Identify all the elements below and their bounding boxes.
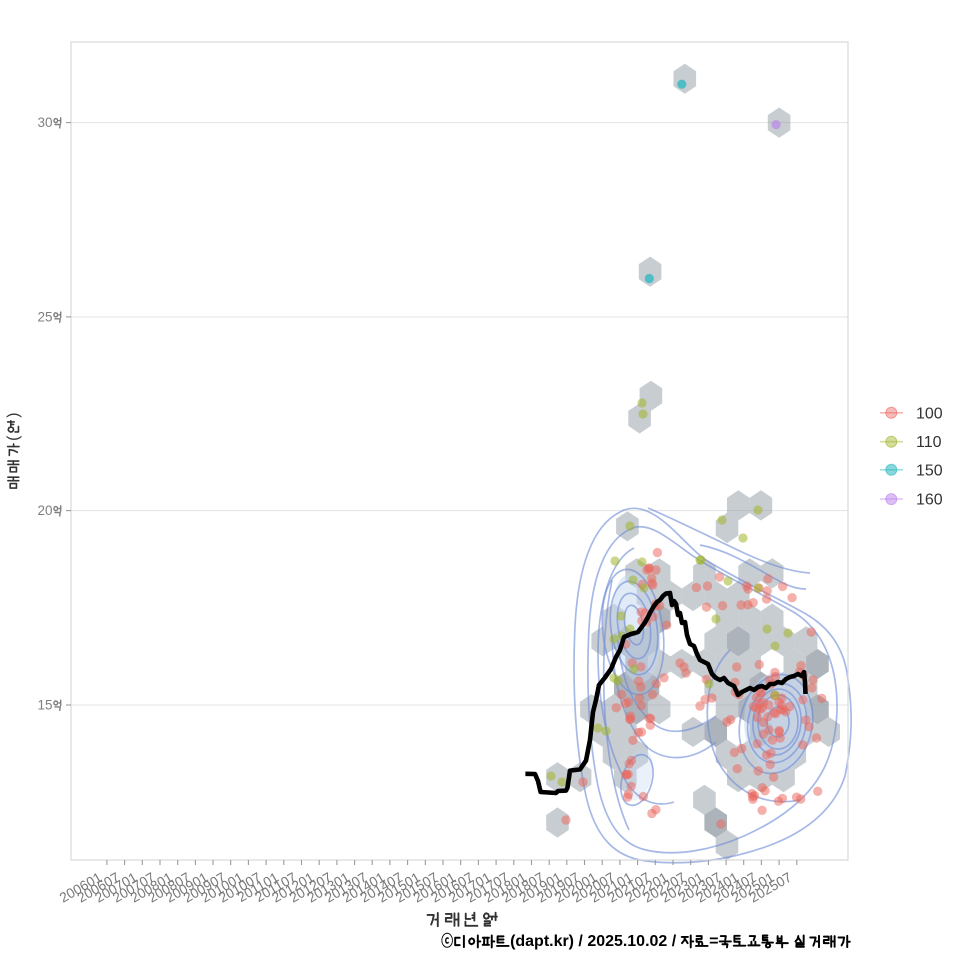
svg-text:(: ( — [5, 435, 22, 441]
svg-text:110: 110 — [916, 434, 942, 451]
svg-text:100: 100 — [916, 405, 943, 422]
svg-text:25: 25 — [37, 309, 52, 324]
svg-text:20: 20 — [37, 503, 52, 518]
svg-text:ⓒ: ⓒ — [441, 932, 453, 950]
svg-text:): ) — [5, 413, 22, 418]
svg-text:15: 15 — [37, 698, 52, 713]
svg-text:(dapt.kr) / 2025.10.02 /: (dapt.kr) / 2025.10.02 / — [510, 933, 681, 950]
svg-text:150: 150 — [916, 462, 943, 479]
svg-text:160: 160 — [916, 492, 943, 509]
svg-text:=: = — [709, 933, 718, 950]
svg-text:30: 30 — [37, 115, 52, 130]
